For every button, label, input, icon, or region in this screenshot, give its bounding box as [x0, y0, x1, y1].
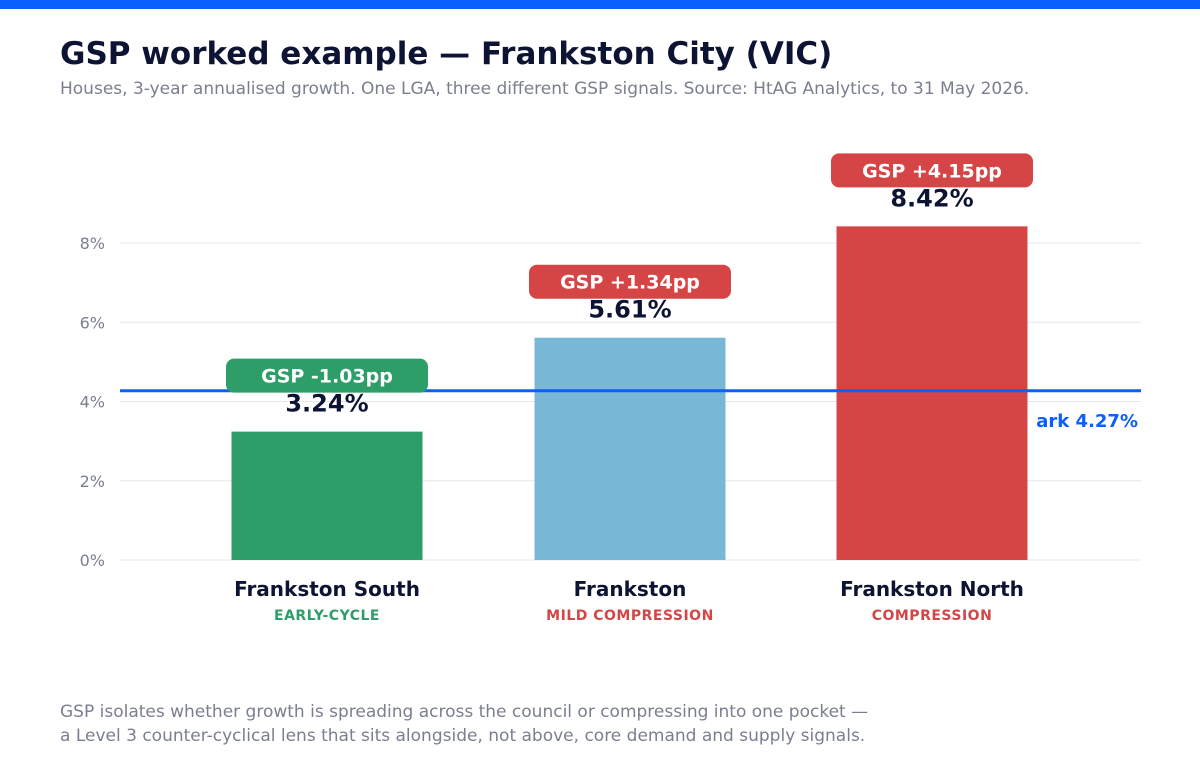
chart-title: GSP worked example — Frankston City (VIC…	[60, 36, 833, 72]
footnote: GSP isolates whether growth is spreading…	[60, 700, 868, 748]
footnote-line-2: a Level 3 counter-cyclical lens that sit…	[60, 726, 866, 746]
gsp-pill	[831, 153, 1033, 188]
gsp-label: GSP +4.15pp	[862, 160, 1002, 182]
top-accent-bar	[0, 0, 1200, 9]
gsp-label: GSP -1.03pp	[261, 366, 393, 388]
y-tick-label: 6%	[80, 313, 105, 332]
category-label: Frankston North	[840, 577, 1024, 601]
benchmark-label: ark 4.27%	[1036, 411, 1138, 432]
value-label: 8.42%	[890, 184, 973, 212]
bar	[836, 226, 1028, 561]
chart-subtitle: Houses, 3-year annualised growth. One LG…	[60, 79, 1030, 99]
category-label: Frankston	[574, 577, 687, 601]
y-tick-label: 4%	[80, 393, 105, 412]
cycle-label: EARLY-CYCLE	[274, 608, 380, 624]
bar	[231, 431, 423, 560]
y-tick-label: 8%	[80, 234, 105, 253]
gsp-label: GSP +1.34pp	[560, 272, 700, 294]
value-label: 3.24%	[285, 390, 368, 418]
gsp-pill	[226, 358, 428, 393]
value-label: 5.61%	[588, 296, 671, 324]
y-tick-label: 2%	[80, 472, 105, 491]
category-label: Frankston South	[234, 577, 420, 601]
footnote-line-1: GSP isolates whether growth is spreading…	[60, 702, 869, 722]
bar	[534, 337, 726, 560]
gsp-pill	[529, 264, 731, 299]
cycle-label: MILD COMPRESSION	[546, 608, 714, 624]
y-tick-label: 0%	[80, 551, 105, 570]
cycle-label: COMPRESSION	[872, 608, 993, 624]
